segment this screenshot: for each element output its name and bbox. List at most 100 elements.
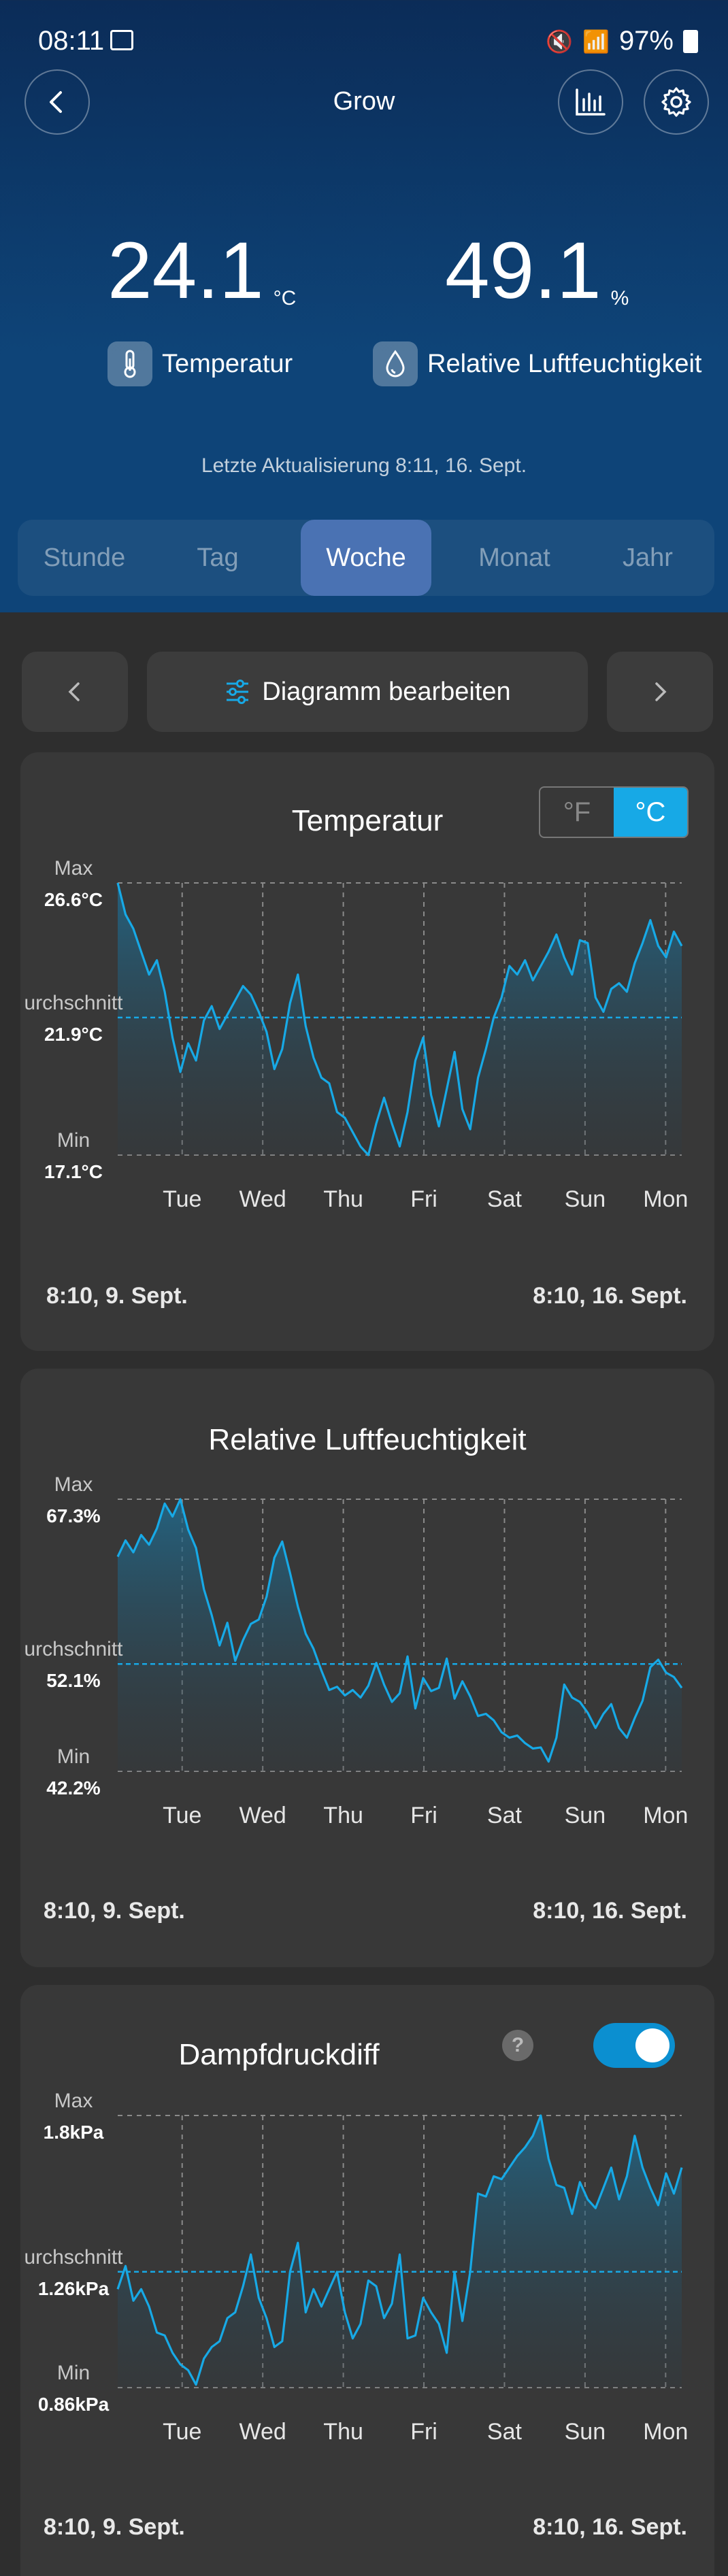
switch-knob: [635, 2028, 669, 2062]
humidity-value: 49.1%: [445, 224, 629, 317]
fahrenheit-option[interactable]: °F: [563, 797, 591, 827]
min-value: 17.1°C: [44, 1161, 103, 1182]
back-button[interactable]: [24, 69, 90, 135]
range-end: 8:10, 16. Sept.: [533, 2514, 687, 2540]
celsius-option[interactable]: °C: [614, 788, 687, 837]
page-title: Grow: [333, 87, 395, 116]
temperature-label-text: Temperatur: [162, 349, 293, 378]
temperature-chart: Tue Wed Thu Fri Sat Sun Mon Max 26.6°C urchschnit…: [24, 857, 688, 1212]
help-icon[interactable]: ?: [502, 2030, 533, 2061]
x-tick-label: Wed: [239, 2419, 286, 2445]
settings-button[interactable]: [644, 69, 709, 135]
temperature-unit: °C: [273, 287, 297, 310]
min-label: Min: [57, 1745, 90, 1768]
range-start: 8:10, 9. Sept.: [46, 1283, 188, 1309]
chevron-left-icon: [68, 682, 80, 701]
tab-month[interactable]: Monat: [478, 543, 550, 572]
humidity-label-text: Relative Luftfeuchtigkeit: [427, 349, 702, 378]
humidity-unit: %: [610, 287, 629, 310]
series-line: [116, 1498, 683, 1763]
sliders-icon: [227, 680, 249, 704]
tab-week[interactable]: Woche: [301, 520, 431, 596]
average-label: urchschnitt: [24, 1638, 123, 1660]
x-tick-label: Wed: [239, 1186, 286, 1212]
min-label: Min: [57, 1129, 90, 1152]
x-tick-label: Fri: [410, 1803, 437, 1828]
range-start: 8:10, 9. Sept.: [44, 1898, 185, 1924]
series-area: [118, 1499, 682, 1771]
series-area: [118, 2115, 682, 2388]
chevron-right-icon: [655, 682, 667, 701]
series-line: [116, 882, 683, 1156]
max-value: 26.6°C: [44, 889, 103, 910]
x-tick-label: Sat: [487, 1186, 523, 1212]
bar-chart-icon: [576, 88, 606, 116]
max-label: Max: [54, 857, 93, 880]
range-end: 8:10, 16. Sept.: [533, 1283, 687, 1309]
vpd-chart: Tue Wed Thu Fri Sat Sun Mon Max 1.8kPa urchschnit…: [24, 2090, 688, 2445]
wifi-call-icon: 📶: [582, 29, 610, 54]
series-area: [118, 883, 682, 1155]
temperature-value: 24.1 °C: [107, 224, 296, 317]
gear-icon: [661, 87, 691, 117]
water-drop-icon: [373, 341, 418, 386]
vpd-chart-title: Dampfdruckdiff: [178, 2038, 380, 2071]
unit-toggle[interactable]: °F °C: [539, 786, 689, 838]
humidity-label: Relative Luftfeuchtigkeit: [373, 341, 701, 386]
vpd-chart-card: Dampfdruckdiff ? Tue Wed Thu Fri Sat Sun Mon Ma…: [20, 1985, 714, 2576]
x-tick-label: Mon: [643, 2419, 688, 2445]
x-tick-label: Sun: [565, 2419, 606, 2445]
range-end: 8:10, 16. Sept.: [533, 1898, 687, 1924]
tab-day[interactable]: Tag: [197, 543, 239, 572]
x-tick-label: Fri: [410, 2419, 437, 2445]
thermometer-icon: [107, 341, 152, 386]
x-tick-label: Thu: [323, 1186, 363, 1212]
vpd-toggle-switch[interactable]: [593, 2023, 675, 2068]
average-label: urchschnitt: [24, 2246, 123, 2269]
min-value: 0.86kPa: [38, 2394, 110, 2415]
x-tick-label: Thu: [323, 1803, 363, 1828]
humidity-chart-title: Relative Luftfeuchtigkeit: [208, 1423, 527, 1456]
temperature-label: Temperatur: [107, 341, 293, 386]
humidity-number: 49.1: [445, 226, 601, 316]
x-tick-label: Sat: [487, 1803, 523, 1828]
min-value: 42.2%: [46, 1777, 100, 1799]
max-value: 1.8kPa: [44, 2122, 104, 2143]
temperature-number: 24.1: [107, 226, 264, 316]
status-time: 08:11: [38, 26, 105, 56]
x-tick-label: Mon: [643, 1186, 688, 1212]
tab-year[interactable]: Jahr: [623, 543, 673, 572]
humidity-chart: Tue Wed Thu Fri Sat Sun Mon Max 67.3% urchschnitt…: [24, 1473, 688, 1828]
image-notification-icon: [110, 30, 133, 50]
x-tick-label: Sat: [487, 2419, 523, 2445]
edit-chart-button[interactable]: Diagramm bearbeiten: [147, 652, 588, 732]
next-period-button[interactable]: [607, 652, 713, 732]
series-line: [116, 2114, 683, 2386]
max-label: Max: [54, 1473, 93, 1496]
tab-hour[interactable]: Stunde: [43, 543, 126, 572]
temperature-chart-title: Temperatur: [291, 804, 444, 837]
x-tick-label: Fri: [410, 1186, 437, 1212]
x-tick-label: Tue: [163, 1186, 201, 1212]
battery-icon: [683, 29, 698, 53]
max-value: 67.3%: [46, 1505, 100, 1526]
battery-percent: 97%: [618, 26, 674, 56]
average-value: 1.26kPa: [38, 2278, 110, 2299]
edit-chart-label: Diagramm bearbeiten: [262, 677, 511, 706]
max-label: Max: [54, 2090, 93, 2112]
humidity-chart-card: Relative Luftfeuchtigkeit Tue Wed Thu Fri Sa…: [20, 1369, 714, 1967]
x-tick-label: Mon: [643, 1803, 688, 1828]
chevron-left-icon: [50, 91, 62, 113]
status-bar: 08:11 🔇 📶 97%: [0, 0, 728, 82]
min-label: Min: [57, 2362, 90, 2384]
x-tick-label: Sun: [565, 1803, 606, 1828]
previous-period-button[interactable]: [22, 652, 128, 732]
x-tick-label: Tue: [163, 1803, 201, 1828]
range-start: 8:10, 9. Sept.: [44, 2514, 185, 2540]
mute-icon: 🔇: [546, 29, 574, 54]
x-tick-label: Wed: [239, 1803, 286, 1828]
status-icons: 🔇 📶 97%: [546, 26, 698, 56]
x-tick-label: Sun: [565, 1186, 606, 1212]
statistics-button[interactable]: [558, 69, 623, 135]
period-tabs: Stunde Tag Woche Monat Jahr: [18, 520, 714, 596]
